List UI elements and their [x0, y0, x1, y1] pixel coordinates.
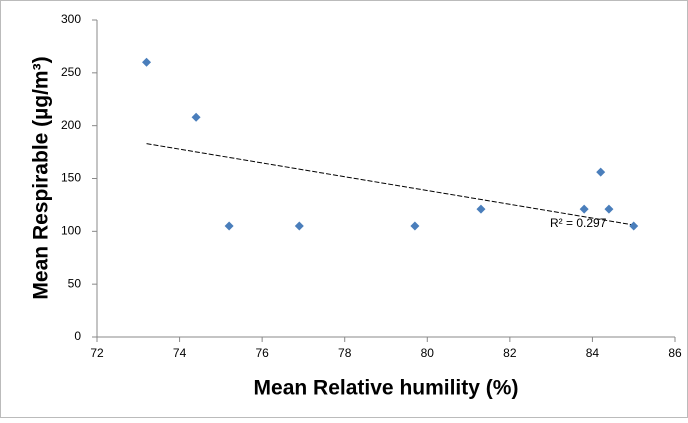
x-tick-label: 80 — [421, 346, 435, 360]
y-tick-label: 250 — [61, 65, 81, 79]
x-tick-label: 84 — [586, 346, 600, 360]
y-tick-label: 150 — [61, 171, 81, 185]
trendline — [146, 143, 634, 226]
y-tick-label: 100 — [61, 224, 81, 238]
data-point — [476, 204, 486, 214]
data-point — [579, 204, 589, 214]
data-point — [224, 221, 234, 231]
x-tick-label: 74 — [173, 346, 187, 360]
x-tick-label: 86 — [668, 346, 682, 360]
y-tick-label: 300 — [61, 12, 81, 26]
y-tick-label: 200 — [61, 118, 81, 132]
r-squared-annotation: R² = 0.297 — [550, 216, 607, 230]
data-point — [629, 221, 639, 231]
y-axis-title: Mean Respirable (µg/m³) — [30, 56, 53, 299]
data-point — [604, 204, 614, 214]
data-point — [142, 57, 152, 67]
x-tick-label: 82 — [503, 346, 517, 360]
y-tick-label: 50 — [68, 276, 82, 290]
data-point — [294, 221, 304, 231]
y-tick-label: 0 — [74, 329, 81, 343]
x-tick-label: 72 — [90, 346, 104, 360]
data-point — [191, 112, 201, 122]
data-point — [596, 167, 606, 177]
x-tick-label: 76 — [255, 346, 269, 360]
x-tick-label: 78 — [338, 346, 352, 360]
data-point — [410, 221, 420, 231]
x-axis-title: Mean Relative humility (%) — [254, 377, 519, 400]
